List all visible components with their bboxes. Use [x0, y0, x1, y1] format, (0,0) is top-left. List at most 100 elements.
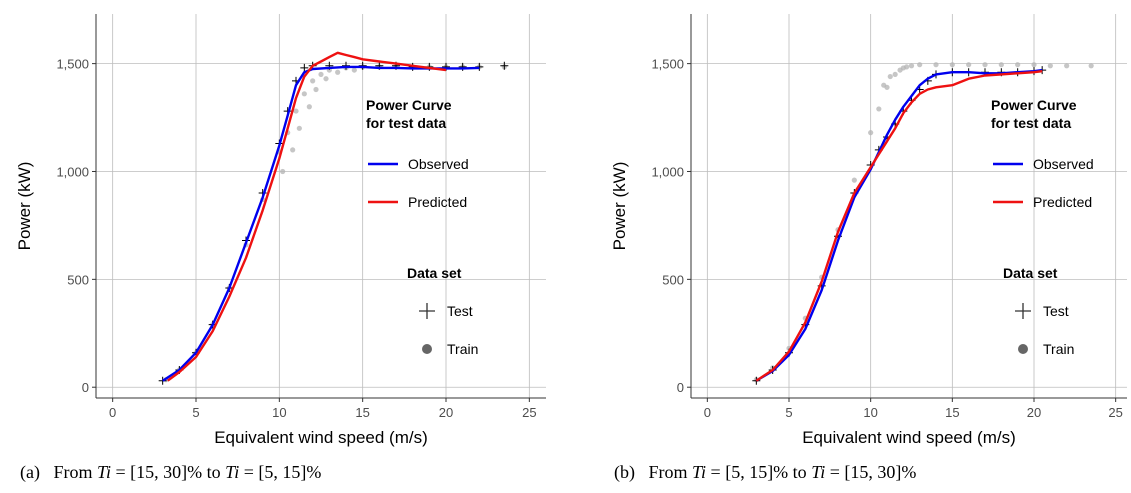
- x-tick-label: 10: [272, 405, 286, 420]
- train-point: [310, 78, 316, 84]
- train-point: [1047, 63, 1053, 69]
- legend-title-line: Power Curve: [366, 97, 452, 113]
- legend-title-line: Power Curve: [991, 97, 1077, 113]
- train-point: [904, 64, 910, 70]
- legend-label-observed: Observed: [1033, 156, 1094, 172]
- legend-title: Data set: [407, 265, 462, 281]
- test-point: [500, 61, 509, 70]
- train-point: [313, 86, 319, 93]
- x-tick-label: 20: [439, 405, 453, 420]
- caption-text: = [15, 30]%: [825, 462, 916, 482]
- train-point: [897, 67, 903, 73]
- legend-label-predicted: Predicted: [1033, 194, 1092, 210]
- observed-curve: [755, 68, 1043, 382]
- x-tick-label: 15: [355, 405, 369, 420]
- train-point: [290, 147, 296, 153]
- caption-label: (a): [20, 462, 53, 483]
- caption-symbol: Ti: [692, 462, 706, 482]
- x-tick-label: 25: [522, 405, 536, 420]
- train-point: [280, 168, 286, 175]
- caption-symbol: Ti: [811, 462, 825, 482]
- legend-label-test: Test: [1043, 303, 1069, 319]
- train-point: [318, 71, 324, 78]
- x-axis-title: Equivalent wind speed (m/s): [802, 428, 1016, 447]
- train-point: [293, 108, 299, 114]
- test-point: [300, 63, 309, 72]
- y-tick-label: 500: [67, 272, 89, 287]
- caption-label: (b): [614, 462, 649, 483]
- x-tick-label: 0: [704, 405, 711, 420]
- x-tick-label: 5: [192, 405, 199, 420]
- train-point: [917, 62, 923, 68]
- legend-label-predicted: Predicted: [408, 194, 467, 210]
- train-point: [851, 177, 857, 183]
- predicted-curve: [755, 70, 1043, 382]
- legend-swatch-test: [419, 303, 435, 319]
- x-tick-label: 10: [863, 405, 877, 420]
- caption-symbol: Ti: [97, 462, 111, 482]
- train-point: [881, 82, 887, 88]
- train-point: [351, 67, 357, 73]
- train-point: [966, 62, 972, 68]
- legend-label-train: Train: [1043, 341, 1074, 357]
- y-tick-label: 500: [662, 272, 684, 287]
- x-tick-label: 15: [945, 405, 959, 420]
- train-point: [301, 91, 307, 97]
- train-point: [892, 71, 898, 78]
- train-point: [306, 104, 312, 110]
- train-point: [1064, 63, 1070, 69]
- y-tick-label: 0: [82, 380, 89, 395]
- legend-data-set: Data set Test Train: [407, 265, 478, 357]
- train-point: [933, 62, 939, 68]
- predicted-curve: [166, 51, 447, 382]
- legend-swatch-train: [1018, 344, 1028, 354]
- legend-title-line: for test data: [366, 115, 446, 131]
- test-point: [458, 62, 467, 71]
- y-tick-label: 0: [677, 380, 684, 395]
- x-tick-label: 0: [109, 405, 116, 420]
- legend-swatch-test: [1015, 303, 1031, 319]
- y-tick-label: 1,000: [651, 164, 684, 179]
- train-point: [998, 62, 1004, 68]
- y-tick-label: 1,500: [651, 57, 684, 72]
- y-axis-title: Power (kW): [610, 162, 629, 251]
- caption-symbol: Ti: [225, 462, 239, 482]
- x-tick-label: 20: [1027, 405, 1041, 420]
- y-axis-title: Power (kW): [15, 162, 34, 251]
- figure-caption: (b) From Ti = [5, 15]% to Ti = [15, 30]%: [614, 462, 916, 483]
- test-point: [158, 376, 167, 385]
- caption-text: = [5, 15]%: [239, 462, 321, 482]
- train-point: [1015, 62, 1021, 68]
- legend-data-set: Data set Test Train: [1003, 265, 1074, 357]
- legend-title-line: for test data: [991, 115, 1071, 131]
- train-point: [887, 73, 893, 80]
- train-point: [876, 106, 882, 112]
- train-point: [296, 125, 302, 131]
- legend-label-train: Train: [447, 341, 478, 357]
- caption-text: = [15, 30]% to: [111, 462, 225, 482]
- train-point: [323, 76, 329, 82]
- x-axis-title: Equivalent wind speed (m/s): [214, 428, 428, 447]
- train-point: [1031, 62, 1037, 68]
- y-tick-label: 1,000: [56, 164, 89, 179]
- caption-text: From: [649, 462, 693, 482]
- caption-text: = [5, 15]% to: [706, 462, 811, 482]
- chart-panel-a: 0 5 10 15 20 25 0 500 1,000 1,500 Equivalent wind …: [15, 14, 546, 483]
- legend-title: Data set: [1003, 265, 1058, 281]
- chart-panel-b: 0 5 10 15 20 25 0 500 1,000 1,500 Equivalent wind …: [610, 14, 1127, 483]
- legend-swatch-train: [422, 344, 432, 354]
- train-point: [908, 63, 915, 69]
- figure-caption: (a) From Ti = [15, 30]% to Ti = [5, 15]%: [20, 462, 321, 483]
- legend-label-observed: Observed: [408, 156, 469, 172]
- train-point: [868, 130, 874, 136]
- train-point: [1088, 63, 1094, 69]
- x-tick-label: 25: [1108, 405, 1122, 420]
- legend-power-curve: Power Curve for test data Observed Predicte…: [366, 97, 469, 210]
- y-tick-label: 1,500: [56, 57, 89, 72]
- train-point: [949, 62, 955, 68]
- caption-text: From: [53, 462, 97, 482]
- train-point: [982, 62, 988, 68]
- legend-label-test: Test: [447, 303, 473, 319]
- legend-power-curve: Power Curve for test data Observed Predicte…: [991, 97, 1094, 210]
